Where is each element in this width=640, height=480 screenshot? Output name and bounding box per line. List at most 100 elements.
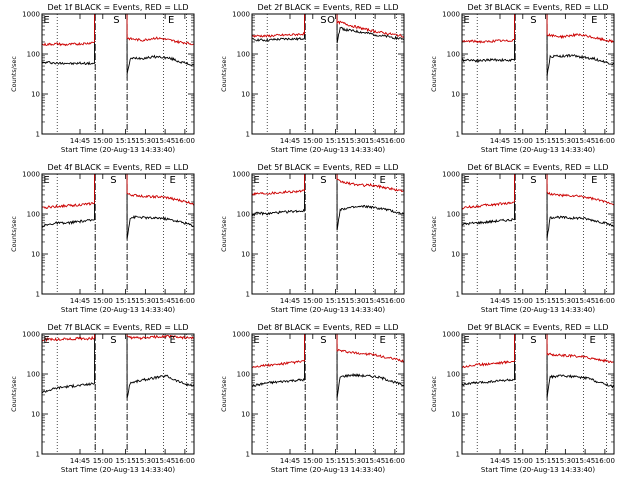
interval-marker: S: [110, 335, 116, 346]
x-tick-label: 15:45: [575, 457, 595, 465]
x-axis-label: Start Time (20-Aug-13 14:33:40): [271, 306, 385, 314]
series-line-lld: [42, 14, 194, 47]
series-line-events: [462, 334, 614, 398]
x-tick-label: 15:00: [513, 137, 533, 145]
series-group: [42, 334, 194, 399]
series-group: [42, 174, 194, 239]
y-tick-label: 10: [241, 411, 250, 419]
x-tick-label: 15:30: [345, 457, 365, 465]
x-axis-label: Start Time (20-Aug-13 14:33:40): [481, 466, 595, 474]
y-tick-label: 1: [36, 131, 40, 139]
x-tick-label: 15:45: [365, 457, 385, 465]
x-tick-label: 14:45: [490, 457, 510, 465]
y-tick-label: 100: [27, 371, 40, 379]
y-tick-label: 1000: [232, 331, 250, 339]
x-tick-label: 15:30: [555, 137, 575, 145]
x-tick-label: 15:45: [365, 137, 385, 145]
x-tick-label: 14:45: [70, 297, 90, 305]
series-group: [252, 174, 404, 231]
x-tick-label: 16:00: [595, 297, 615, 305]
x-tick-label: 15:15: [536, 137, 556, 145]
x-tick-label: 15:00: [93, 137, 113, 145]
plot-frame: [41, 13, 195, 135]
y-tick-label: 1: [456, 131, 460, 139]
series-line-events: [42, 14, 194, 75]
series-line-lld: [252, 334, 404, 368]
x-tick-label: 15:15: [326, 297, 346, 305]
y-tick-label: 1000: [442, 331, 460, 339]
y-tick-label: 10: [31, 91, 40, 99]
panel-title: Det 8f BLACK = Events, RED = LLD: [257, 323, 398, 332]
x-axis-label: Start Time (20-Aug-13 14:33:40): [61, 146, 175, 154]
y-tick-label: 100: [447, 51, 460, 59]
interval-marker: S: [320, 15, 326, 26]
series-group: [462, 14, 614, 76]
y-tick-label: 1: [246, 131, 250, 139]
series-line-events: [42, 174, 194, 239]
series-group: [462, 174, 614, 239]
interval-marker: E: [380, 335, 386, 346]
x-tick-label: 15:30: [345, 297, 365, 305]
y-axis-label: Counts/sec: [430, 376, 438, 412]
interval-marker: S: [320, 335, 326, 346]
y-axis-label: Counts/sec: [10, 56, 18, 92]
plot-frame: [251, 333, 405, 455]
series-line-lld: [462, 174, 614, 210]
y-tick-label: 1000: [232, 171, 250, 179]
panel-det-5f: Det 5f BLACK = Events, RED = LLD 1 10 100 10…: [220, 163, 405, 314]
y-tick-label: 10: [451, 251, 460, 259]
x-tick-label: 15:15: [536, 297, 556, 305]
y-tick-label: 10: [451, 91, 460, 99]
x-tick-label: 15:00: [303, 297, 323, 305]
x-tick-label: 15:30: [555, 297, 575, 305]
x-tick-label: 16:00: [595, 457, 615, 465]
x-tick-label: 14:45: [280, 297, 300, 305]
y-tick-label: 1: [456, 291, 460, 299]
y-tick-label: 1000: [22, 11, 40, 19]
panel-det-7f: Det 7f BLACK = Events, RED = LLD 1 10 100 10…: [10, 323, 195, 474]
x-tick-label: 15:45: [575, 297, 595, 305]
x-tick-label: 16:00: [385, 297, 405, 305]
x-tick-label: 14:45: [70, 137, 90, 145]
x-tick-label: 14:45: [490, 297, 510, 305]
panel-title: Det 2f BLACK = Events, RED = LLD: [257, 3, 398, 12]
series-line-events: [252, 14, 404, 44]
series-line-lld: [252, 14, 404, 38]
x-tick-label: 15:15: [116, 297, 136, 305]
x-axis-label: Start Time (20-Aug-13 14:33:40): [61, 466, 175, 474]
x-tick-label: 15:45: [575, 137, 595, 145]
interval-marker: S: [530, 15, 536, 26]
y-tick-label: 10: [451, 411, 460, 419]
interval-marker: E: [43, 335, 49, 346]
interval-marker: E: [253, 335, 259, 346]
y-tick-label: 10: [241, 91, 250, 99]
plot-frame: [251, 173, 405, 295]
series-line-lld: [462, 14, 614, 44]
x-tick-label: 15:30: [135, 457, 155, 465]
plot-frame: [461, 13, 615, 135]
y-axis-label: Counts/sec: [220, 216, 228, 252]
interval-marker: E: [591, 175, 597, 186]
y-tick-label: 100: [27, 51, 40, 59]
x-tick-label: 15:45: [155, 297, 175, 305]
x-tick-label: 15:15: [326, 137, 346, 145]
y-tick-label: 1000: [442, 11, 460, 19]
x-tick-label: 15:30: [135, 137, 155, 145]
panel-title: Det 1f BLACK = Events, RED = LLD: [47, 3, 188, 12]
x-tick-label: 16:00: [595, 137, 615, 145]
x-tick-label: 15:15: [536, 457, 556, 465]
x-tick-label: 16:00: [175, 457, 195, 465]
panel-title: Det 9f BLACK = Events, RED = LLD: [467, 323, 608, 332]
x-axis-label: Start Time (20-Aug-13 14:33:40): [61, 306, 175, 314]
x-axis-label: Start Time (20-Aug-13 14:33:40): [481, 146, 595, 154]
x-tick-label: 15:30: [555, 457, 575, 465]
x-tick-label: 15:00: [513, 457, 533, 465]
x-tick-label: 15:00: [513, 297, 533, 305]
interval-marker: E: [170, 175, 176, 186]
plot-frame: [41, 333, 195, 455]
x-tick-label: 14:45: [280, 137, 300, 145]
interval-marker: O: [327, 15, 335, 26]
y-tick-label: 100: [447, 371, 460, 379]
series-line-lld: [42, 334, 194, 343]
interval-marker: E: [43, 15, 49, 26]
